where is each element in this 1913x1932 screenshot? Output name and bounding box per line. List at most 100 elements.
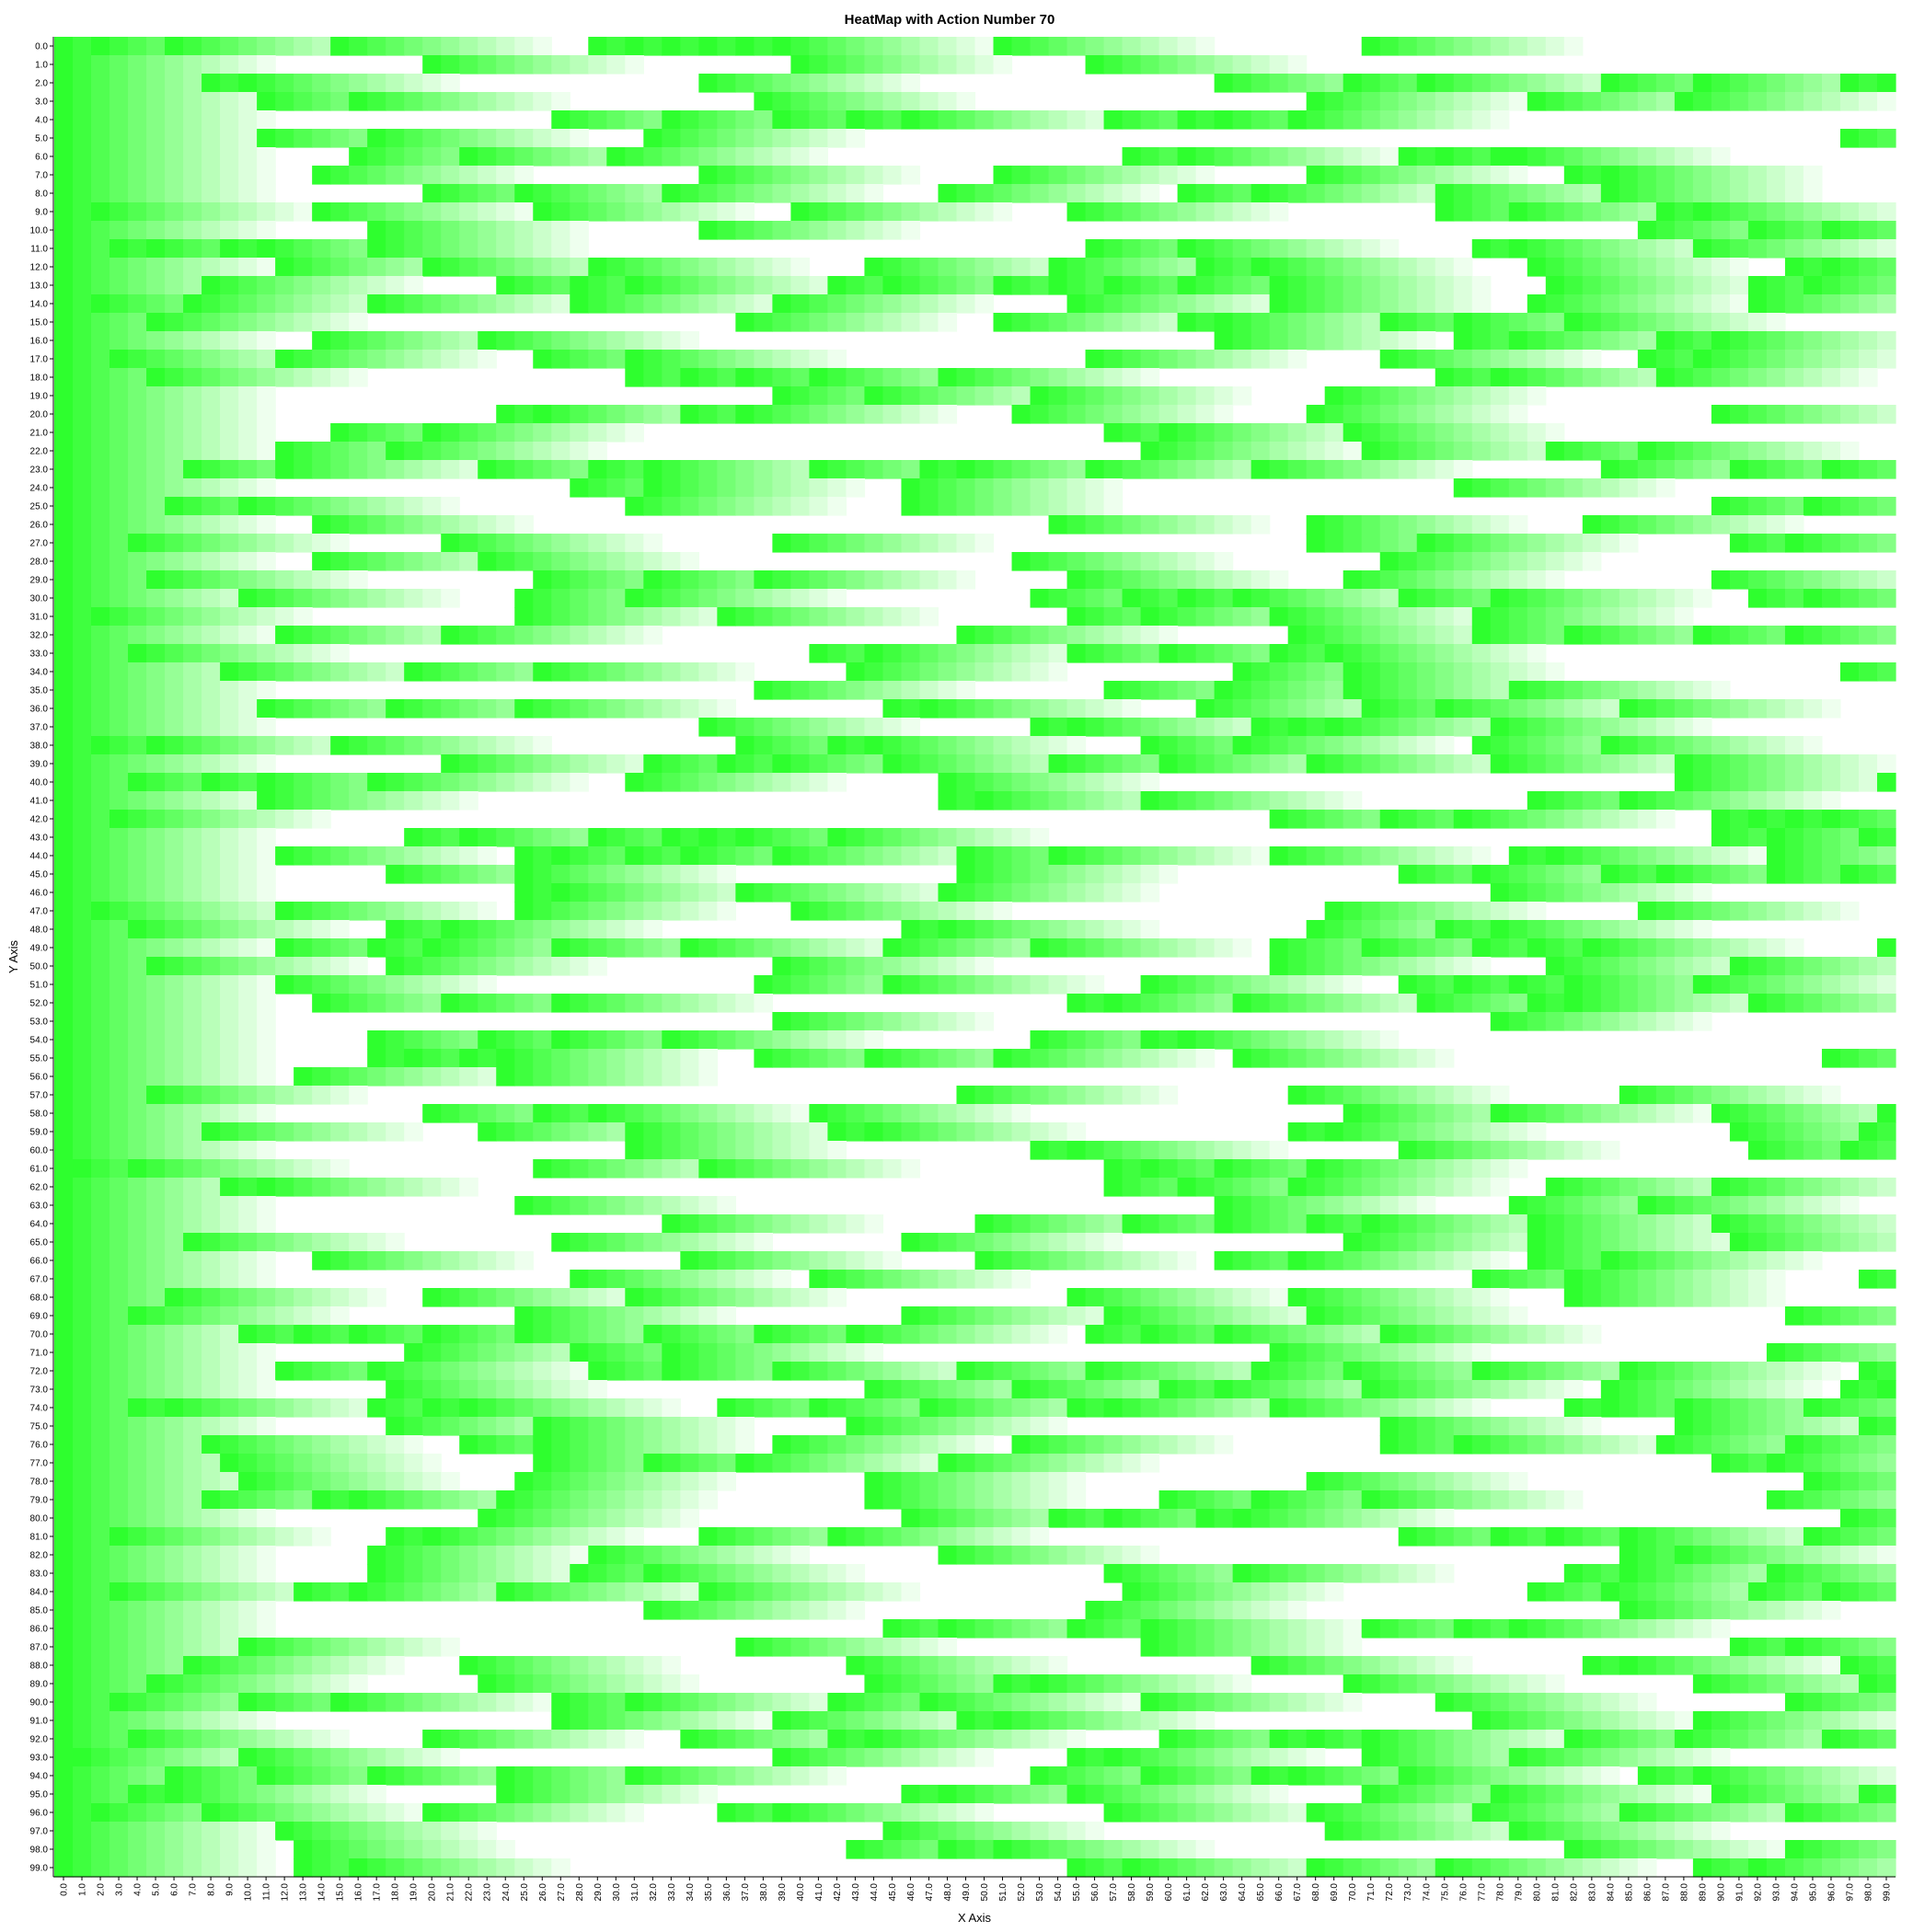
heatmap-cell (183, 1086, 202, 1105)
heatmap-cell (257, 534, 276, 553)
heatmap-cell (91, 55, 110, 75)
heatmap-cell (1324, 1306, 1344, 1326)
heatmap-cell (91, 1343, 110, 1363)
heatmap-cell (73, 239, 92, 259)
heatmap-cell (1766, 497, 1786, 516)
heatmap-cell (846, 294, 866, 314)
heatmap-cell (257, 221, 276, 240)
heatmap-cell (790, 1049, 811, 1068)
heatmap-cell (1343, 534, 1363, 553)
heatmap-cell (128, 386, 147, 406)
heatmap-cell (1490, 515, 1510, 535)
heatmap-cell (1177, 736, 1197, 755)
heatmap-cell (54, 239, 74, 259)
heatmap-cell (1048, 920, 1068, 939)
heatmap-cell (1655, 736, 1676, 755)
heatmap-cell (680, 828, 699, 847)
heatmap-cell (1729, 570, 1749, 590)
heatmap-cell (974, 37, 995, 56)
heatmap-cell (735, 1343, 755, 1363)
heatmap-cell (1766, 460, 1786, 479)
heatmap-cell (238, 221, 258, 240)
heatmap-cell (1343, 1086, 1363, 1105)
heatmap-cell (570, 699, 589, 719)
heatmap-cell (1858, 754, 1878, 774)
heatmap-cell (625, 184, 644, 203)
heatmap-cell (128, 994, 147, 1013)
heatmap-cell (1600, 754, 1620, 774)
heatmap-cell (386, 515, 405, 535)
heatmap-cell (938, 258, 958, 277)
heatmap-cell (1011, 938, 1031, 958)
heatmap-cell (459, 662, 478, 682)
heatmap-cell (919, 386, 939, 406)
heatmap-cell (91, 773, 110, 792)
heatmap-cell (1140, 644, 1160, 663)
heatmap-cell (441, 920, 460, 939)
heatmap-cell (606, 1343, 626, 1363)
heatmap-cell (91, 975, 110, 995)
heatmap-cell (1140, 55, 1160, 75)
heatmap-cell (790, 221, 811, 240)
heatmap-cell (901, 276, 921, 295)
heatmap-cell (1379, 736, 1400, 755)
heatmap-cell (367, 552, 386, 571)
heatmap-cell (1158, 110, 1179, 130)
heatmap-cell (1490, 368, 1510, 387)
heatmap-cell (1839, 350, 1860, 369)
heatmap-cell (1803, 534, 1823, 553)
heatmap-cell (662, 1104, 681, 1123)
heatmap-cell (1692, 957, 1712, 976)
heatmap-cell (1195, 754, 1216, 774)
heatmap-cell (1287, 239, 1308, 259)
heatmap-cell (441, 55, 460, 75)
heatmap-cell (772, 368, 791, 387)
heatmap-cell (625, 460, 644, 479)
heatmap-cell (974, 1012, 995, 1031)
heatmap-cell (257, 1214, 276, 1234)
heatmap-cell (367, 791, 386, 811)
heatmap-cell (1876, 202, 1896, 222)
heatmap-cell (551, 147, 570, 167)
heatmap-cell (827, 1270, 847, 1289)
heatmap-cell (754, 276, 773, 295)
heatmap-cell (1250, 202, 1271, 222)
heatmap-cell (1214, 147, 1234, 167)
heatmap-cell (680, 1067, 699, 1087)
heatmap-cell (1490, 736, 1510, 755)
heatmap-cell (1655, 442, 1676, 461)
heatmap-cell (1876, 773, 1896, 792)
heatmap-cell (1416, 1306, 1436, 1326)
heatmap-cell (1600, 846, 1620, 866)
heatmap-cell (1269, 570, 1289, 590)
heatmap-cell (1195, 1049, 1216, 1068)
heatmap-cell (441, 828, 460, 847)
heatmap-cell (73, 478, 92, 498)
heatmap-cell (1103, 1049, 1124, 1068)
heatmap-cell (1416, 699, 1436, 719)
heatmap-cell (349, 258, 368, 277)
heatmap-cell (754, 718, 773, 737)
heatmap-cell (1471, 644, 1492, 663)
heatmap-cell (993, 1214, 1013, 1234)
heatmap-cell (496, 1288, 515, 1307)
heatmap-cell (698, 865, 718, 884)
heatmap-cell (901, 607, 921, 627)
heatmap-cell (1453, 1159, 1473, 1179)
heatmap-cell (257, 202, 276, 222)
heatmap-cell (1214, 515, 1234, 535)
heatmap-cell (790, 607, 811, 627)
heatmap-cell (330, 1159, 350, 1179)
heatmap-cell (1637, 478, 1657, 498)
heatmap-cell (1821, 865, 1841, 884)
heatmap-cell (1839, 754, 1860, 774)
heatmap-cell (1858, 570, 1878, 590)
heatmap-cell (1582, 791, 1602, 811)
heatmap-cell (1858, 239, 1878, 259)
heatmap-cell (441, 1104, 460, 1123)
heatmap-cell (1600, 239, 1620, 259)
heatmap-cell (1343, 681, 1363, 700)
heatmap-cell (386, 331, 405, 351)
heatmap-cell (1158, 460, 1179, 479)
heatmap-cell (570, 1233, 589, 1252)
